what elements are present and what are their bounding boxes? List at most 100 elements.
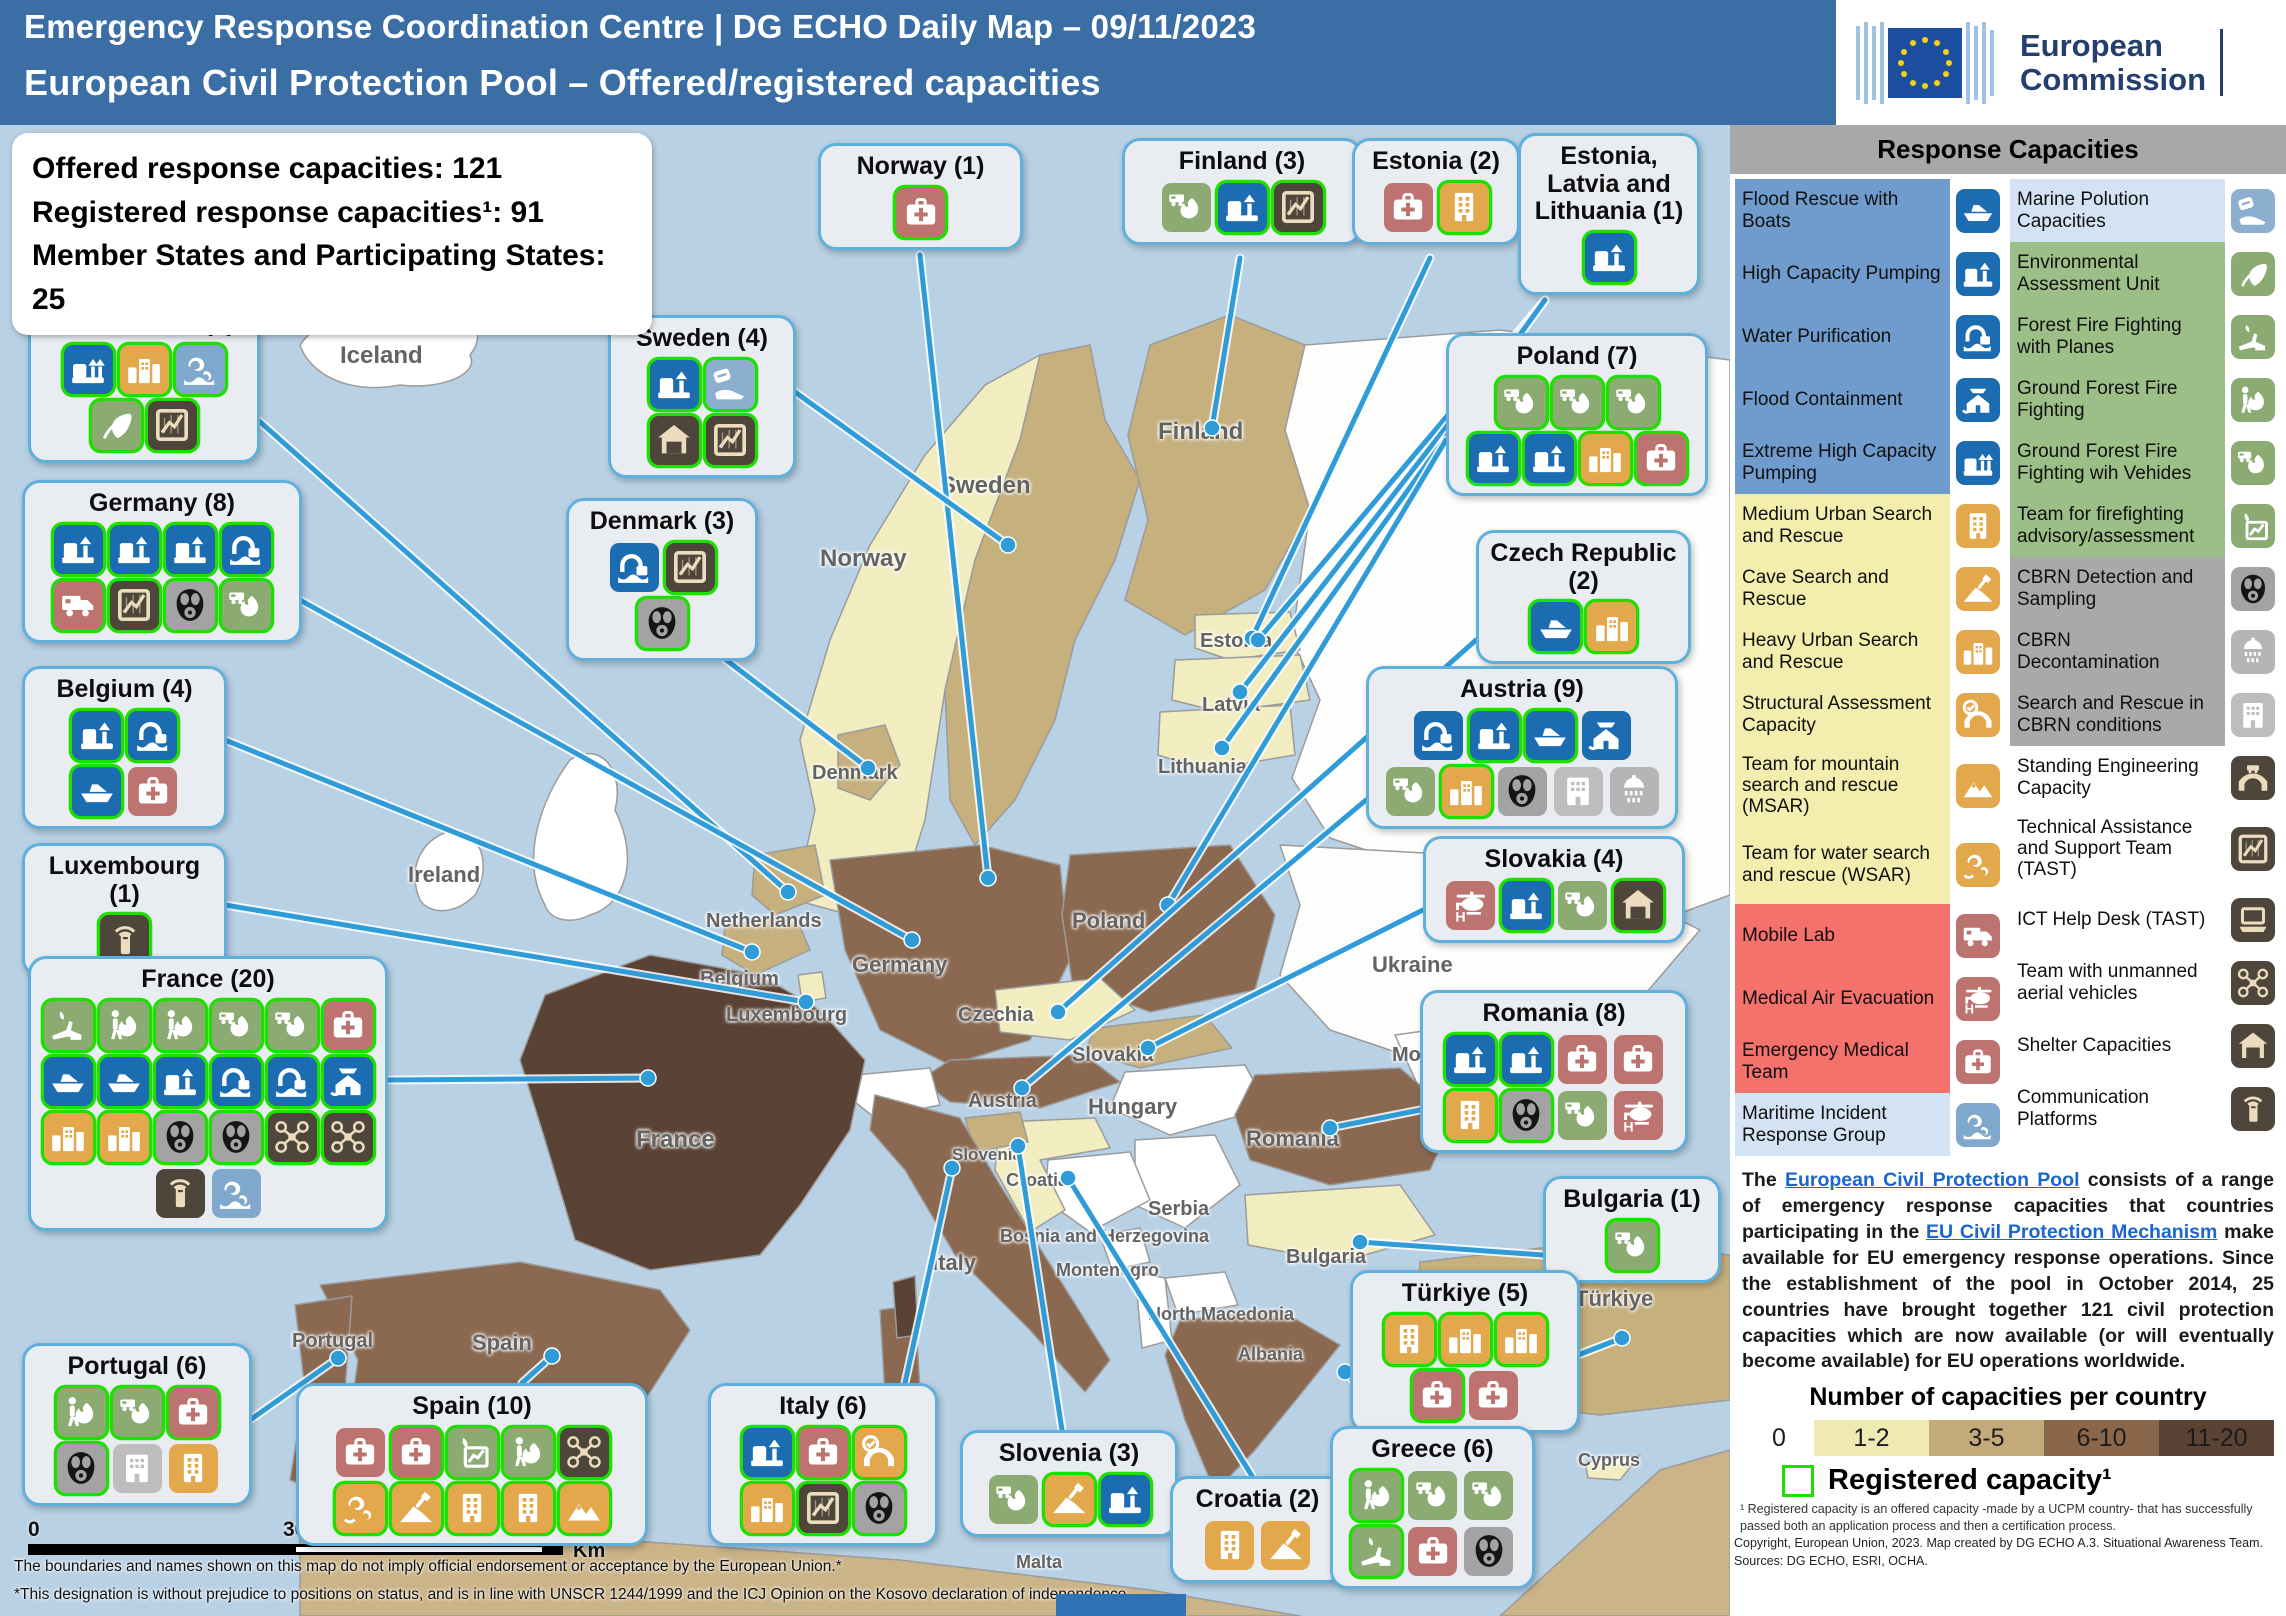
cbrn-detection-icon bbox=[1501, 1090, 1551, 1140]
country-box-italy: Italy (6) bbox=[708, 1383, 938, 1546]
medical-air-evacuation-icon: H bbox=[1613, 1090, 1663, 1140]
high-capacity-pumping-icon bbox=[1469, 710, 1519, 760]
cbrn-detection-icon bbox=[637, 598, 687, 648]
high-capacity-pumping-icon bbox=[1217, 182, 1267, 232]
water-purification-icon bbox=[267, 1056, 317, 1106]
country-box-sweden: Sweden (4) bbox=[608, 315, 796, 478]
legend-item-icon-cell bbox=[2225, 440, 2281, 485]
member-states-stat: Member States and Participating States: … bbox=[32, 239, 606, 316]
map-label-austria: Austria bbox=[968, 1090, 1037, 1112]
flood-containment-icon bbox=[323, 1056, 373, 1106]
offered-capacities-stat: Offered response capacities: 121 bbox=[32, 152, 503, 185]
capacity-icon-row bbox=[1431, 1034, 1677, 1084]
summary-stats-box: Offered response capacities: 121 Registe… bbox=[12, 133, 652, 335]
map-label-luxembourg: Luxembourg bbox=[726, 1004, 848, 1026]
ground-forest-fire-fighting-vehicles-icon bbox=[1496, 377, 1546, 427]
emergency-medical-team-icon bbox=[896, 187, 945, 237]
high-capacity-pumping-icon bbox=[1524, 433, 1574, 483]
ground-forest-fire-fighting-icon bbox=[2231, 377, 2275, 422]
capacity-bin-1-2: 1-2 bbox=[1814, 1420, 1929, 1457]
legend-item-cave-sar: Cave Search and Rescue bbox=[1735, 557, 2006, 620]
capacity-icon-row bbox=[39, 1168, 377, 1218]
emergency-medical-team-icon bbox=[1557, 1034, 1607, 1084]
high-capacity-pumping-icon bbox=[1584, 232, 1634, 282]
communication-platforms-icon bbox=[155, 1168, 205, 1218]
legend-item-marine-pollution: Marine Polution Capacities bbox=[2010, 179, 2281, 242]
ground-forest-fire-fighting-icon bbox=[155, 1000, 205, 1050]
country-box-title: Poland (7) bbox=[1516, 342, 1638, 370]
cbrn-decontamination-icon bbox=[2231, 629, 2275, 674]
high-capacity-pumping-icon bbox=[165, 524, 215, 574]
ground-forest-fire-fighting-vehicles-icon bbox=[221, 580, 271, 630]
legend-item-label: Cave Search and Rescue bbox=[1735, 557, 1950, 620]
legend-item-icon-cell bbox=[1950, 1039, 2006, 1084]
legend-item-label: Technical Assistance and Support Team (T… bbox=[2010, 809, 2225, 888]
capacity-icon-row bbox=[1363, 182, 1509, 232]
legend-item-icon-cell bbox=[1950, 314, 2006, 359]
ict-help-desk-icon bbox=[2231, 897, 2275, 942]
structural-assessment-icon bbox=[1956, 692, 2000, 737]
capacity-icon-row: H bbox=[1431, 1090, 1677, 1140]
technical-assistance-team-icon bbox=[798, 1483, 848, 1533]
legend-item-label: Heavy Urban Search and Rescue bbox=[1735, 620, 1950, 683]
high-capacity-pumping-icon bbox=[155, 1056, 205, 1106]
registered-capacity-key: Registered capacity¹ bbox=[1782, 1464, 2286, 1497]
ground-forest-fire-fighting-vehicles-icon bbox=[211, 1000, 261, 1050]
legend-item-shelter-capacities: Shelter Capacities bbox=[2010, 1014, 2281, 1077]
legend-item-icon-cell bbox=[1950, 913, 2006, 958]
shelter-capacities-icon bbox=[1613, 880, 1663, 930]
medium-urban-sar-icon bbox=[1956, 503, 2000, 548]
emergency-medical-team-icon bbox=[391, 1427, 441, 1477]
map-label-hungary: Hungary bbox=[1088, 1094, 1178, 1119]
legend-item-icon-cell bbox=[2225, 629, 2281, 674]
description-link[interactable]: European Civil Protection Pool bbox=[1784, 1169, 2080, 1191]
ground-forest-fire-fighting-vehicles-icon bbox=[112, 1387, 162, 1437]
description-link[interactable]: EU Civil Protection Mechanism bbox=[1926, 1220, 2218, 1243]
legend-item-icon-cell bbox=[1950, 629, 2006, 674]
heavy-urban-sar-icon bbox=[99, 1112, 149, 1162]
country-box-germany: Germany (8) bbox=[22, 480, 302, 643]
legend-item-mobile-lab: Mobile Lab bbox=[1735, 904, 2006, 967]
cbrn-detection-icon bbox=[165, 580, 215, 630]
country-box-title: Finland (3) bbox=[1178, 147, 1306, 175]
capacity-icon-row bbox=[39, 344, 249, 394]
svg-text:H: H bbox=[1455, 909, 1465, 925]
sar-cbrn-conditions-icon bbox=[1553, 766, 1603, 816]
legend-item-icon-cell bbox=[2225, 1086, 2281, 1131]
ground-forest-fire-fighting-vehicles-icon bbox=[2231, 440, 2275, 485]
country-box-romania: Romania (8) H bbox=[1420, 990, 1688, 1153]
legend-item-water-purification: Water Purification bbox=[1735, 305, 2006, 368]
sources-line: Sources: DG ECHO, ESRI, OCHA. bbox=[1734, 1553, 1928, 1568]
mobile-lab-icon bbox=[1956, 913, 2000, 958]
capacity-icon-row bbox=[33, 710, 216, 760]
legend-item-icon-cell bbox=[2225, 692, 2281, 737]
capacity-icon-row bbox=[619, 359, 785, 409]
legend-item-ground-forest-fire-fighting-vehicles: Ground Forest Fire Fighting wih Vehides bbox=[2010, 431, 2281, 494]
legend-item-icon-cell bbox=[1950, 763, 2006, 808]
legend-item-label: Search and Rescue in CBRN conditions bbox=[2010, 683, 2225, 746]
shelter-capacities-icon bbox=[649, 415, 699, 465]
flood-rescue-boats-icon bbox=[99, 1056, 149, 1106]
country-box-title: Norway (1) bbox=[856, 152, 985, 180]
country-box-finland: Finland (3) bbox=[1122, 138, 1362, 245]
medium-urban-sar-icon bbox=[1439, 182, 1489, 232]
legend-item-icon-cell bbox=[1950, 1102, 2006, 1147]
legend-item-label: Extreme High Capacity Pumping bbox=[1735, 431, 1950, 494]
legend-item-icon-cell bbox=[2225, 960, 2281, 1005]
legend-item-icon-cell bbox=[1950, 377, 2006, 422]
capacity-bin-3-5: 3-5 bbox=[1929, 1420, 2044, 1457]
svg-text:H: H bbox=[1623, 1119, 1633, 1135]
country-box-title: Austria (9) bbox=[1460, 675, 1584, 703]
cbrn-detection-icon bbox=[1497, 766, 1547, 816]
country-box-title: Romania (8) bbox=[1482, 999, 1626, 1027]
communication-platforms-icon bbox=[2231, 1086, 2275, 1131]
forest-fire-fighting-planes-icon bbox=[1352, 1526, 1401, 1576]
decoration-blue-rect bbox=[1056, 1594, 1186, 1616]
legend-item-label: Team for mountain search and rescue (MSA… bbox=[1735, 746, 1950, 825]
registered-capacities-stat: Registered response capacities¹: 91 bbox=[32, 195, 544, 229]
registered-outline-swatch bbox=[1782, 1464, 1814, 1497]
medium-urban-sar-icon bbox=[1384, 1314, 1434, 1364]
svg-text:H: H bbox=[1965, 1001, 1974, 1016]
scalebar-unit: Km bbox=[573, 1540, 606, 1562]
legend-item-icon-cell bbox=[1950, 440, 2006, 485]
